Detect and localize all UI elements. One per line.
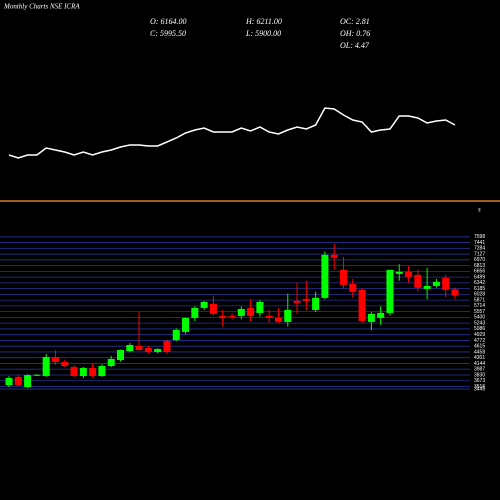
y-tick-label: 5086 — [474, 326, 485, 332]
y-tick-label: 7598 — [474, 234, 485, 240]
y-tick-label: 6970 — [474, 257, 485, 263]
candle-body — [172, 329, 180, 340]
y-tick-label: 6499 — [474, 274, 485, 280]
y-tick-label: 6185 — [474, 286, 485, 292]
y-tick-label: 6656 — [474, 269, 485, 275]
candle-body — [24, 375, 32, 388]
candle-body — [163, 340, 171, 353]
candle-body — [451, 289, 459, 296]
stat: C: 5995.50 — [150, 29, 186, 38]
y-tick-label: 7441 — [474, 240, 485, 246]
candle-body — [414, 274, 422, 288]
y-tick-label: 4772 — [474, 338, 485, 344]
y-tick-label: 5400 — [474, 315, 485, 321]
y-tick-label: 3445 — [474, 386, 485, 392]
candle-body — [321, 254, 329, 298]
marker-label: s — [478, 206, 481, 214]
candle-body — [386, 269, 394, 313]
candle-body — [154, 349, 162, 353]
y-tick-label: 6813 — [474, 263, 485, 269]
y-tick-label: 5871 — [474, 297, 485, 303]
y-tick-label: 7284 — [474, 246, 485, 252]
candle-body — [423, 285, 431, 289]
stat: OL: 4.47 — [340, 41, 370, 50]
chart-title: Monthly Charts NSE ICRA — [3, 3, 80, 11]
y-tick-label: 6028 — [474, 292, 485, 298]
y-tick-label: 7127 — [474, 251, 485, 257]
y-tick-label: 5714 — [474, 303, 485, 309]
candle-body — [14, 377, 22, 386]
stat: OC: 2.81 — [340, 17, 370, 26]
y-tick-label: 3673 — [474, 378, 485, 384]
candle-body — [98, 366, 106, 377]
candle-body — [237, 308, 245, 316]
candle-body — [293, 300, 301, 303]
candle-body — [135, 346, 143, 350]
candle-body — [117, 349, 124, 361]
stat: OH: 0.76 — [340, 29, 370, 38]
candle-body — [340, 269, 347, 285]
stat: L: 5900.00 — [245, 29, 281, 38]
candle-body — [442, 277, 450, 290]
y-tick-label: 6342 — [474, 280, 485, 286]
candle-body — [274, 317, 282, 322]
candle-body — [405, 271, 413, 277]
indicator-line — [8, 107, 456, 159]
y-tick-label: 5557 — [474, 309, 485, 315]
candle-body — [228, 315, 236, 317]
candle-body — [358, 289, 366, 321]
candle-body — [70, 367, 78, 377]
candle-body — [51, 357, 59, 363]
candle-body — [144, 348, 152, 353]
candle-body — [367, 313, 375, 322]
y-tick-label: 4301 — [474, 355, 485, 361]
y-tick-label: 4458 — [474, 349, 485, 355]
y-tick-label: 3516 — [474, 384, 485, 390]
candle-body — [191, 307, 199, 318]
candle-body — [126, 345, 134, 352]
candle-body — [265, 315, 273, 318]
candle-body — [79, 368, 87, 377]
candle-body — [209, 303, 217, 314]
candle-body — [395, 271, 403, 274]
y-tick-label: 3830 — [474, 372, 485, 378]
candle-body — [107, 359, 115, 367]
candle-body — [284, 309, 292, 322]
candle-body — [312, 297, 320, 310]
candle-body — [182, 317, 190, 332]
candle-body — [377, 312, 385, 318]
candle-body — [61, 362, 69, 367]
candle-body — [330, 254, 338, 258]
y-tick-label: 4929 — [474, 332, 485, 338]
y-tick-label: 4144 — [474, 361, 485, 367]
candle-body — [302, 298, 310, 301]
candle-body — [349, 283, 357, 292]
y-tick-label: 4615 — [474, 344, 485, 350]
candle-body — [200, 301, 208, 308]
candle-body — [33, 374, 41, 376]
candle-body — [42, 357, 50, 377]
stat: O: 6164.00 — [150, 17, 186, 26]
y-tick-label: 3987 — [474, 367, 485, 373]
candle-body — [219, 315, 227, 318]
candle-body — [256, 301, 264, 313]
candle-body — [89, 368, 97, 377]
y-tick-label: 5243 — [474, 320, 485, 326]
candle-body — [5, 378, 13, 386]
stat: H: 6211.00 — [245, 17, 282, 26]
candle-body — [247, 307, 255, 316]
candle-body — [432, 281, 440, 286]
